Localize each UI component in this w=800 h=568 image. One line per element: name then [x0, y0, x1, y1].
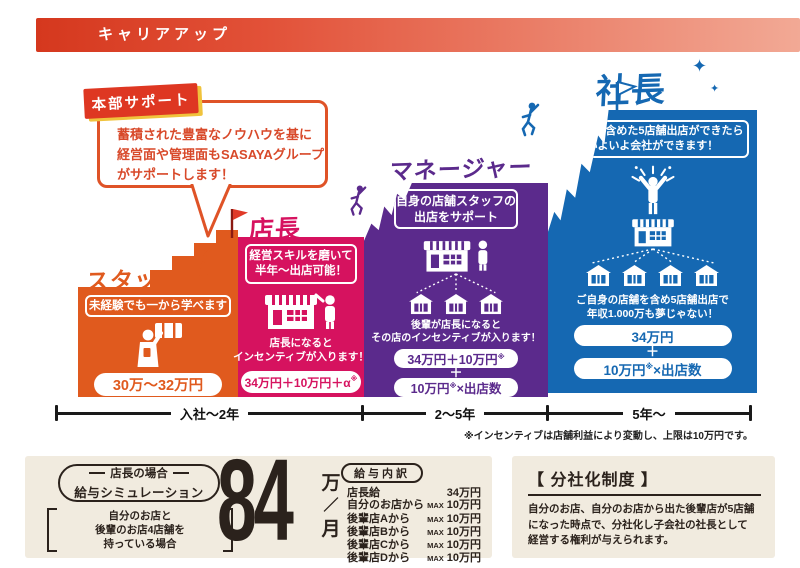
salary-simulation-panel: 店長の場合 給与シミュレーション 自分のお店と 後輩のお店4店舗を 持っている場… — [25, 442, 492, 564]
staff-worker-icon — [137, 323, 182, 367]
simulation-badge-line1: 店長の場合 — [110, 468, 168, 480]
subsidiary-body: 自分のお店、自分のお店から出た後輩店が5店舗 になった時点で、分社化し子会社の社… — [528, 503, 755, 546]
dash-line — [89, 472, 106, 474]
president-incentive-pill: 10万円 ※ ×出店数 — [573, 358, 732, 379]
tencho-body: 店長になると インセンティブが入ります！ — [233, 337, 369, 363]
breakdown-table: 店長給 34万円 自分のお店から MAX 10万円 後輩店Aから MAX 10万円 … — [347, 488, 481, 565]
simulation-badge-line2: 給与シミュレーション — [74, 486, 204, 500]
climbing-person-icon — [194, 244, 216, 280]
page-title: キャリアアップ — [36, 18, 800, 52]
president-body: ご自身の店舗を含め5店舗出店で 年収1.000万も夢じゃない！ — [576, 294, 729, 320]
timeline-label: 5年～ — [632, 406, 666, 422]
president-step-box: 自店舗を含めた5店舗出店ができたら いよいよ会社ができます！ — [548, 110, 757, 393]
small-shop-icon — [478, 294, 504, 315]
support-bubble-text: 蓄積された豊富なノウハウを基に 経営面や管理面もSASAYAグループ がサポート… — [117, 127, 325, 182]
stairs-icon — [150, 230, 238, 287]
staff-salary-pill: 30万～32万円 — [94, 373, 222, 396]
branch-shops — [408, 294, 504, 315]
staff-note: 未経験でも一から学べます — [85, 295, 231, 317]
timeline-tick — [361, 405, 364, 421]
simulation-amount: 84 — [217, 435, 294, 565]
simulation-badge: 店長の場合 給与シミュレーション — [58, 464, 220, 502]
timeline-label: 2～5年 — [434, 406, 476, 422]
timeline-segment: 入社～2年 — [58, 404, 362, 423]
simulation-condition: 自分のお店と 後輩のお店4店舗を 持っている場合 — [47, 508, 233, 552]
manager-title: マネージャー — [389, 153, 534, 185]
manager-body: 後輩が店長になると その店のインセンティブが入ります！ — [371, 320, 541, 344]
branch-lines — [416, 273, 496, 294]
timeline-label: 入社～2年 — [179, 406, 240, 422]
flag-icon — [230, 209, 248, 238]
sparkle-icon: ✦ — [692, 56, 708, 76]
timeline: 入社～2年 2～5年 5年～ — [55, 404, 752, 422]
shop-owner-icon — [265, 293, 335, 329]
small-shop-icon — [443, 294, 469, 315]
support-badge: 本部サポート — [83, 83, 199, 119]
staff-step-box: 未経験でも一から学べます 30万～32万円 — [78, 287, 238, 397]
tencho-note: 経営スキルを磨いて 半年～出店可能！ — [245, 244, 357, 284]
manager-step-box: 自身の店舗スタッフの 出店をサポート 後輩が店長になると その店のインセンティブ… — [364, 183, 548, 397]
table-row: 後輩店Bから MAX 10万円 — [347, 525, 481, 538]
tencho-step-box: 経営スキルを磨いて 半年～出店可能！ 店長になると インセンティブが入ります！ … — [233, 237, 369, 397]
president-note: 自店舗を含めた5店舗出店ができたら いよいよ会社ができます！ — [556, 120, 749, 158]
shop-icon — [631, 219, 674, 247]
flag-icon — [615, 80, 638, 114]
bubble-tail — [190, 184, 232, 238]
table-row: 店長給 34万円 — [347, 487, 481, 499]
sparkle-icon: ✦ — [710, 83, 720, 95]
climbing-person-icon — [518, 100, 542, 142]
timeline-segment: 5年～ — [549, 404, 750, 423]
table-row: 自分のお店から MAX 10万円 — [347, 499, 481, 512]
breakdown-badge: 給与内訳 — [341, 463, 423, 483]
subsidiary-title: 【 分社化制度 】 — [528, 472, 658, 489]
small-shop-icon — [693, 265, 720, 287]
small-shop-icon — [621, 265, 648, 287]
tencho-salary-pill: 34万円＋10万円＋α ※ — [241, 371, 361, 393]
president-salary-pill: 34万円 — [573, 325, 732, 346]
table-row: 後輩店Aから MAX 10万円 — [347, 512, 481, 525]
branch-lines — [591, 248, 714, 264]
simulation-unit: 万 ／ 月 — [321, 473, 341, 540]
climbing-person-icon — [347, 184, 369, 220]
timeline-tick — [55, 405, 58, 421]
subsidiary-panel: 【 分社化制度 】 自分のお店、自分のお店から出た後輩店が5店舗 になった時点で… — [512, 456, 775, 558]
timeline-tick — [546, 405, 549, 421]
branch-shops — [585, 265, 720, 287]
shop-owner-icon — [423, 240, 488, 272]
small-shop-icon — [585, 265, 612, 287]
manager-note: 自身の店舗スタッフの 出店をサポート — [394, 189, 518, 229]
table-row: 後輩店Dから MAX 10万円 — [347, 552, 481, 565]
manager-incentive-pill: 10万円 ※ ×出店数 — [394, 378, 518, 397]
timeline-segment: 2～5年 — [364, 404, 546, 423]
divider — [528, 494, 761, 496]
incentive-footnote: ※インセンティブは店舗利益により変動し、上限は10万円です。 — [463, 431, 753, 442]
timeline-tick — [749, 405, 752, 421]
celebrating-person-icon — [630, 165, 675, 215]
small-shop-icon — [408, 294, 434, 315]
plus-sign: ＋ — [645, 344, 659, 359]
manager-salary-pill: 34万円＋10万円 ※ — [394, 349, 518, 368]
table-row: 後輩店Cから MAX 10万円 — [347, 539, 481, 552]
dash-line — [172, 472, 189, 474]
small-shop-icon — [657, 265, 684, 287]
plus-sign: ＋ — [449, 365, 463, 380]
support-bubble: 蓄積された豊富なノウハウを基に 経営面や管理面もSASAYAグループ がサポート… — [97, 100, 328, 188]
